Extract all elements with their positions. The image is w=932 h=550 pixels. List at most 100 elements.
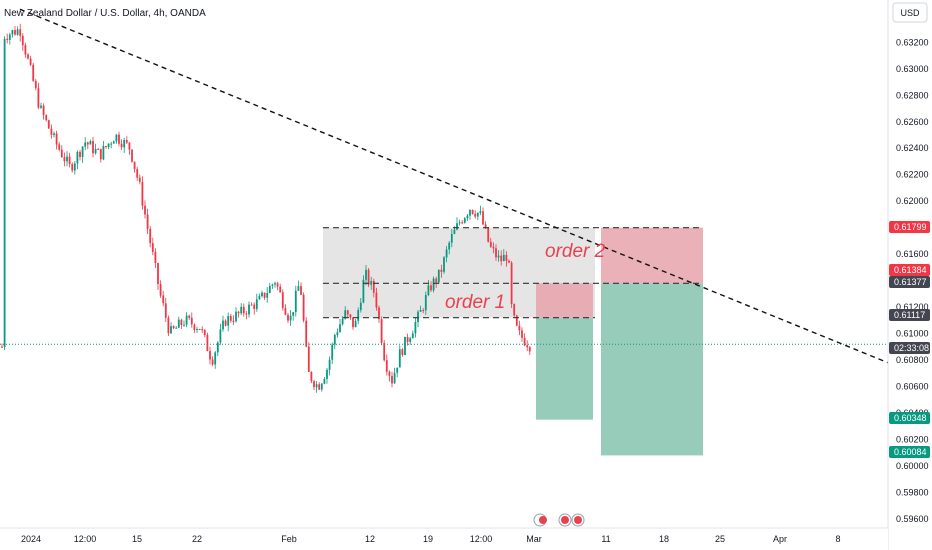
candle-body[interactable]	[60, 149, 63, 158]
candle-body[interactable]	[53, 133, 55, 135]
candle-body[interactable]	[94, 148, 97, 154]
candle-body[interactable]	[313, 381, 315, 388]
candle-body[interactable]	[315, 384, 318, 388]
candle-body[interactable]	[523, 337, 526, 346]
candle-body[interactable]	[284, 307, 287, 315]
candle-body[interactable]	[34, 80, 37, 89]
candle-body[interactable]	[461, 222, 464, 224]
candle-body[interactable]	[84, 142, 87, 147]
candle-body[interactable]	[206, 334, 209, 351]
candle-body[interactable]	[500, 255, 503, 262]
order-2-target-zone[interactable]	[601, 283, 703, 456]
candle-body[interactable]	[144, 205, 146, 215]
candle-body[interactable]	[307, 346, 310, 373]
candle-body[interactable]	[380, 319, 383, 343]
candle-body[interactable]	[157, 263, 159, 284]
candle-body[interactable]	[128, 142, 131, 150]
candle-body[interactable]	[419, 310, 422, 312]
candle-body[interactable]	[476, 212, 479, 217]
candle-body[interactable]	[375, 292, 378, 308]
candle-body[interactable]	[367, 269, 370, 285]
candle-body[interactable]	[294, 290, 297, 313]
candle-body[interactable]	[229, 316, 232, 321]
candle-body[interactable]	[318, 384, 321, 390]
candle-body[interactable]	[448, 242, 451, 250]
candle-body[interactable]	[479, 211, 482, 213]
candle-body[interactable]	[427, 285, 430, 295]
candle-body[interactable]	[268, 286, 271, 293]
time-axis[interactable]	[0, 528, 888, 550]
candle-body[interactable]	[42, 105, 45, 116]
candle-body[interactable]	[149, 228, 152, 244]
candle-body[interactable]	[3, 38, 6, 347]
candle-body[interactable]	[320, 383, 323, 390]
candle-body[interactable]	[170, 326, 172, 334]
candle-body[interactable]	[227, 316, 230, 326]
candle-body[interactable]	[133, 161, 136, 170]
candle-body[interactable]	[497, 255, 500, 258]
candle-body[interactable]	[222, 320, 224, 330]
candle-body[interactable]	[107, 143, 110, 147]
candle-body[interactable]	[89, 141, 92, 145]
candle-body[interactable]	[99, 148, 102, 160]
candle-body[interactable]	[190, 317, 193, 325]
candle-body[interactable]	[281, 292, 284, 308]
candle-body[interactable]	[125, 140, 128, 143]
candle-body[interactable]	[180, 319, 183, 325]
trendline[interactable]	[19, 8, 889, 364]
candle-body[interactable]	[185, 315, 188, 325]
candle-body[interactable]	[271, 284, 274, 286]
candle-body[interactable]	[456, 223, 458, 230]
candle-body[interactable]	[339, 324, 341, 333]
candle-body[interactable]	[66, 156, 68, 162]
candle-body[interactable]	[97, 148, 100, 150]
event-icons[interactable]	[533, 513, 585, 527]
order-2-stop-zone[interactable]	[601, 227, 703, 284]
candle-body[interactable]	[1, 346, 3, 348]
candle-body[interactable]	[112, 141, 115, 144]
candle-body[interactable]	[32, 64, 35, 81]
candle-body[interactable]	[151, 243, 154, 252]
candle-body[interactable]	[37, 88, 40, 108]
candle-body[interactable]	[528, 347, 531, 352]
candle-body[interactable]	[300, 286, 302, 295]
candle-body[interactable]	[198, 329, 201, 330]
candle-body[interactable]	[424, 295, 427, 311]
candle-body[interactable]	[302, 294, 305, 321]
candle-body[interactable]	[115, 134, 118, 142]
candle-body[interactable]	[183, 324, 185, 326]
candle-body[interactable]	[474, 213, 477, 217]
candle-body[interactable]	[502, 254, 505, 262]
candle-body[interactable]	[526, 345, 529, 348]
candle-body[interactable]	[372, 281, 375, 293]
candle-body[interactable]	[385, 360, 388, 372]
candle-body[interactable]	[409, 338, 412, 342]
candle-body[interactable]	[159, 284, 162, 296]
candle-body[interactable]	[79, 151, 81, 157]
currency-button[interactable]	[892, 2, 928, 23]
candle-body[interactable]	[515, 315, 518, 326]
candle-body[interactable]	[518, 325, 521, 331]
candle-body[interactable]	[73, 163, 76, 171]
candle-body[interactable]	[266, 293, 269, 298]
candle-body[interactable]	[14, 30, 16, 35]
flag-event-icon[interactable]	[539, 516, 547, 524]
candle-body[interactable]	[219, 329, 222, 343]
candle-body[interactable]	[263, 292, 266, 298]
candle-body[interactable]	[297, 286, 300, 291]
candle-body[interactable]	[138, 177, 141, 182]
candle-body[interactable]	[16, 29, 19, 35]
candle-body[interactable]	[492, 246, 495, 249]
candle-body[interactable]	[6, 38, 9, 40]
order-1-target-zone[interactable]	[536, 317, 593, 420]
candle-body[interactable]	[328, 359, 331, 370]
candle-body[interactable]	[430, 285, 432, 291]
candle-body[interactable]	[211, 359, 214, 365]
candle-body[interactable]	[453, 229, 456, 234]
flag-event-icon[interactable]	[574, 516, 582, 524]
candle-body[interactable]	[136, 169, 139, 178]
order-1-stop-zone[interactable]	[536, 283, 593, 318]
candle-body[interactable]	[167, 317, 170, 334]
candle-body[interactable]	[255, 299, 258, 310]
